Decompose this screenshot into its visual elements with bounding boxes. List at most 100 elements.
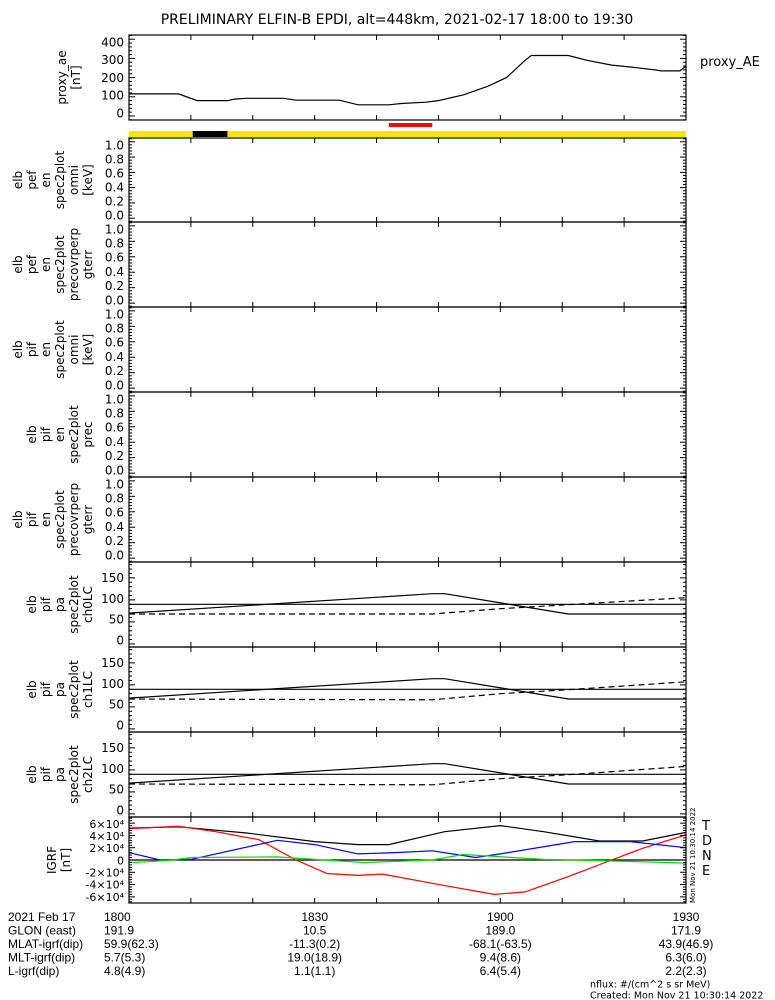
y-tick-label: 0.2 xyxy=(105,449,124,463)
panel-pif_en_omni: 0.00.20.40.60.81.0 elb pif en spec2plot omni[… xyxy=(11,306,687,393)
y-tick-label: 0.8 xyxy=(105,152,124,166)
y-axis-label: spec2plot xyxy=(53,150,67,209)
y-tick-label: 200 xyxy=(101,71,124,85)
y-tick-label: 0.0 xyxy=(105,463,124,477)
panel-frame xyxy=(128,391,687,478)
y-tick-label: 0 xyxy=(116,803,124,817)
y-tick-label: 0 xyxy=(116,633,124,647)
y-tick-label: 300 xyxy=(101,53,124,67)
y-tick-label: 0.6 xyxy=(105,251,124,265)
y-tick-label: 0.4 xyxy=(105,350,124,364)
y-tick-label: 0.0 xyxy=(105,378,124,392)
y-tick-label: 0.6 xyxy=(105,421,124,435)
y-axis-label: pef xyxy=(25,254,39,274)
series-losscone xyxy=(128,678,686,700)
y-axis-label: ch1LC xyxy=(81,671,95,708)
y-axis-label: omni xyxy=(67,165,81,195)
y-axis-label: elb xyxy=(11,510,25,528)
ephem-value: 1.1(1.1) xyxy=(294,964,335,978)
y-axis-label: [keV] xyxy=(81,164,95,195)
ephem-row-label: MLAT-igrf(dip) xyxy=(8,937,83,951)
footer-created: Created: Mon Nov 21 10:30:14 2022 xyxy=(590,991,763,1000)
ephem-value: 4.8(4.9) xyxy=(104,964,145,978)
y-axis-label: proxy_ae xyxy=(55,50,69,104)
status-bars xyxy=(129,123,686,137)
series-E xyxy=(128,853,687,864)
y-tick-label: 6×10⁴ xyxy=(89,818,124,831)
y-tick-label: 0.2 xyxy=(105,534,124,548)
y-axis-label: pa xyxy=(53,597,67,612)
ephem-value: 59.9(62.3) xyxy=(104,937,159,951)
legend-label-D: D xyxy=(702,834,712,849)
ephem-value: 43.9(46.9) xyxy=(659,937,714,951)
y-axis-label: pif xyxy=(39,596,53,612)
panel-pif_en_precovrperp: 0.00.20.40.60.81.0 elb pif en spec2plot preco… xyxy=(11,476,687,563)
ephemeris-table: 2021 Feb 17 1800 1830 1900 1930 GLON (east) 19… xyxy=(8,910,713,978)
y-axis-label: elb xyxy=(11,340,25,358)
y-tick-label: 1.0 xyxy=(105,222,124,236)
y-tick-label: 0.6 xyxy=(105,506,124,520)
y-tick-label: 0 xyxy=(116,718,124,732)
y-tick-label: 0.8 xyxy=(105,492,124,506)
y-tick-label: 50 xyxy=(109,783,124,797)
y-tick-label: 4×10⁴ xyxy=(89,830,124,843)
legend-label-T: T xyxy=(701,819,710,834)
y-axis-label: spec2plot xyxy=(67,405,81,464)
ephem-row-label: 2021 Feb 17 xyxy=(8,910,76,924)
ephem-row-label: L-igrf(dip) xyxy=(8,964,59,978)
panel-frame xyxy=(128,221,687,308)
ephem-value: 1930 xyxy=(673,910,700,924)
side-timestamp: Mon Nov 21 10:30:14 2022 xyxy=(689,808,697,903)
ephem-value: 19.0(18.9) xyxy=(287,951,342,965)
y-tick-label: 150 xyxy=(101,656,124,670)
panel-pa_ch0LC: 0 50 100 150 elb pif pa spec2plot ch0LC xyxy=(25,561,687,648)
panel-frame xyxy=(128,34,687,121)
panel-frame xyxy=(128,476,687,563)
ephem-value: 9.4(8.6) xyxy=(480,951,521,965)
y-axis-label: ch2LC xyxy=(81,756,95,793)
series-losscone xyxy=(128,763,686,785)
y-axis-label: pa xyxy=(53,767,67,782)
y-axis-label: spec2plot xyxy=(67,745,81,804)
panel-proxy_ae: 0 100 200 300 400 proxy_ae [nT] proxy_AE xyxy=(55,34,760,121)
y-axis-label: spec2plot xyxy=(67,660,81,719)
footer-units: nflux: #/(cm^2 s sr MeV) xyxy=(590,980,710,991)
y-axis-label: spec2plot xyxy=(53,320,67,379)
y-axis-label: elb xyxy=(25,425,39,443)
series-D xyxy=(128,825,687,896)
y-axis-label: ch0LC xyxy=(81,586,95,623)
y-axis-label: pa xyxy=(53,682,67,697)
y-axis-label: pif xyxy=(25,341,39,357)
y-axis-label: precovrperp xyxy=(67,228,81,301)
y-tick-label: 1.0 xyxy=(105,138,124,152)
y-axis-label: spec2plot xyxy=(53,490,67,549)
ephem-value: 1800 xyxy=(104,910,131,924)
coverage-bar-yellow xyxy=(129,131,686,137)
y-tick-label: 1.0 xyxy=(105,392,124,406)
y-axis-label: gterr xyxy=(81,250,95,279)
panel-pif_en_prec: 0.00.20.40.60.81.0 elb pif en spec2plot prec xyxy=(25,391,687,478)
legend-label: proxy_AE xyxy=(700,55,760,70)
y-tick-label: 0.8 xyxy=(105,407,124,421)
ephem-value: -11.3(0.2) xyxy=(289,937,340,951)
ephem-row-label: GLON (east) xyxy=(8,924,76,938)
y-tick-label: -4×10⁴ xyxy=(85,879,124,892)
plot-title: PRELIMINARY ELFIN-B EPDI, alt=448km, 202… xyxy=(161,12,634,28)
y-axis-label: gterr xyxy=(81,505,95,534)
panel-frame xyxy=(128,306,687,393)
y-tick-label: 100 xyxy=(101,592,124,606)
y-tick-label: 0.0 xyxy=(105,293,124,307)
y-tick-label: 2×10⁴ xyxy=(89,842,124,855)
y-tick-label: 0.8 xyxy=(105,237,124,251)
series-N xyxy=(128,839,687,861)
series-antilosscone xyxy=(128,681,687,701)
y-axis-label: elb xyxy=(25,595,39,613)
y-tick-label: 50 xyxy=(109,698,124,712)
y-tick-label: 0.6 xyxy=(105,166,124,180)
y-tick-label: 0.2 xyxy=(105,364,124,378)
y-tick-label: 0.0 xyxy=(105,548,124,562)
y-axis-label: [nT] xyxy=(59,848,73,872)
